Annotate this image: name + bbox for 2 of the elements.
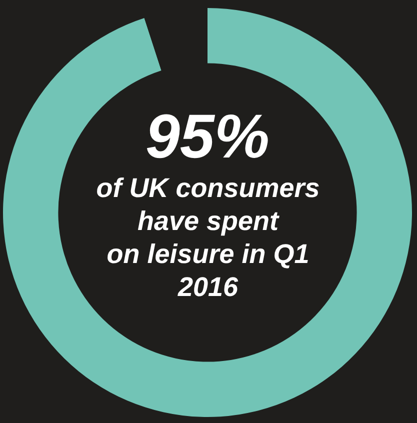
data-label: 95% — [145, 102, 270, 172]
text: of UK consumers have spent on leisure in Q1 2016 — [95, 172, 321, 304]
